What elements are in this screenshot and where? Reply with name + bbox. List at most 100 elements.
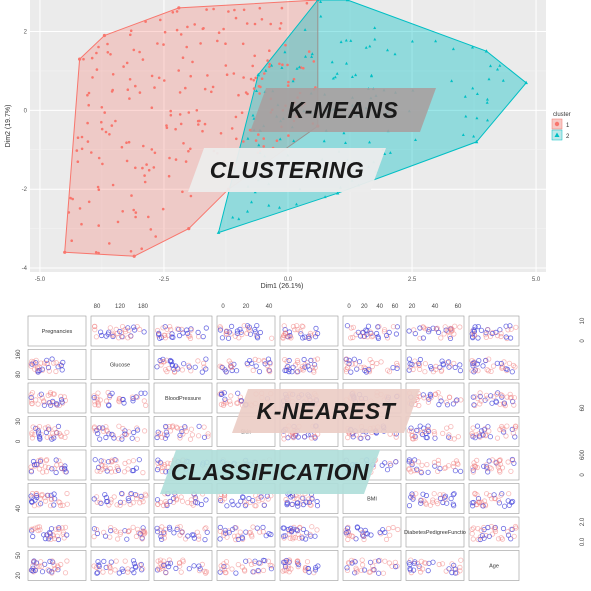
pairs-point [179,326,185,333]
pairs-point [378,359,384,365]
cluster-point [240,111,244,114]
pairs-point [116,335,122,341]
pairs-point [298,331,304,337]
pairs-point [48,536,54,542]
pairs-point [119,490,125,497]
pairs-point [225,335,232,341]
pairs-point [289,501,295,507]
pairs-point [471,332,477,338]
pairs-point [186,362,192,368]
pairs-point [501,400,508,406]
top-tick-label: 0 [221,304,225,310]
pairs-point [450,401,456,407]
pairs-point [233,570,239,576]
cluster-point [111,73,115,76]
pairs-point [124,536,130,542]
pairs-point [452,570,459,576]
pairs-point [140,525,146,531]
pairs-point [314,527,320,533]
pairs-point [508,536,514,542]
pairs-point [350,334,356,341]
scatter-panel [468,516,520,548]
pairs-point [444,360,450,366]
pairs-point [446,432,452,438]
pairs-point [439,367,445,373]
pairs-point [157,566,163,573]
pairs-point [452,364,458,371]
pairs-point [94,570,100,576]
pairs-point [59,367,65,373]
cluster-point [350,75,354,78]
cluster-point [138,91,142,94]
cluster-point [184,86,187,90]
pairs-point [28,392,34,398]
panel-frame [216,550,276,581]
cluster-point [169,109,172,113]
cluster-point [524,80,528,85]
pairs-point [295,359,301,366]
right-tick-label: 0 [580,339,586,343]
cluster-point [80,135,84,139]
pairs-point [350,324,356,330]
pairs-point [449,561,455,567]
pairs-point [111,494,117,500]
cluster-point [241,42,245,46]
pairs-point [103,424,109,430]
pairs-point [420,324,426,330]
variable-label: BMI [367,497,377,503]
scatter-panel [216,516,276,548]
pairs-point [174,365,180,371]
pairs-point [309,364,316,370]
cluster-point [198,119,201,123]
pairs-point [425,469,431,475]
pairs-point [31,558,37,565]
pairs-point [100,458,107,464]
pairs-point [228,393,234,399]
pairs-point [306,569,312,575]
top-tick-label: 60 [392,304,399,310]
cluster-point [256,72,261,77]
pairs-point [472,402,478,409]
pairs-point [54,533,61,539]
pairs-point [471,329,477,335]
pairs-point [102,465,109,471]
cluster-point [161,207,165,211]
cluster-point [266,59,269,62]
scatter-panel [153,349,213,380]
pairs-point [64,532,70,538]
cluster-point [297,65,301,69]
pairs-point [444,402,451,408]
cluster-point [101,162,104,166]
pairs-point [172,369,178,375]
pairs-point [46,368,52,374]
scatter-panel [27,516,87,548]
pairs-point [45,492,51,498]
pairs-point [29,435,36,441]
cluster-point [354,73,358,77]
pairs-point [312,533,318,539]
cluster-point [206,74,209,77]
panel-frame [27,516,87,548]
cluster-point [345,61,348,65]
panel-frame [342,516,402,548]
pairs-point [427,364,434,370]
pairs-point [418,468,424,475]
pairs-point [488,393,494,399]
cluster-point [475,116,479,120]
pairs-point [154,497,161,503]
cluster-point [165,124,168,127]
pairs-point [29,430,35,436]
left-tick-label: 40 [16,505,22,512]
pairs-point [358,364,364,370]
pairs-point [231,533,238,539]
pairs-point [354,569,360,575]
pairs-point [154,434,160,441]
cluster-point [132,208,135,212]
pairs-point [221,561,227,567]
cluster-point [364,46,368,49]
pairs-point [349,533,355,539]
pairs-point [474,361,480,367]
pairs-point [155,558,161,564]
cluster-point [126,88,130,91]
legend-label-2: 2 [566,134,570,140]
